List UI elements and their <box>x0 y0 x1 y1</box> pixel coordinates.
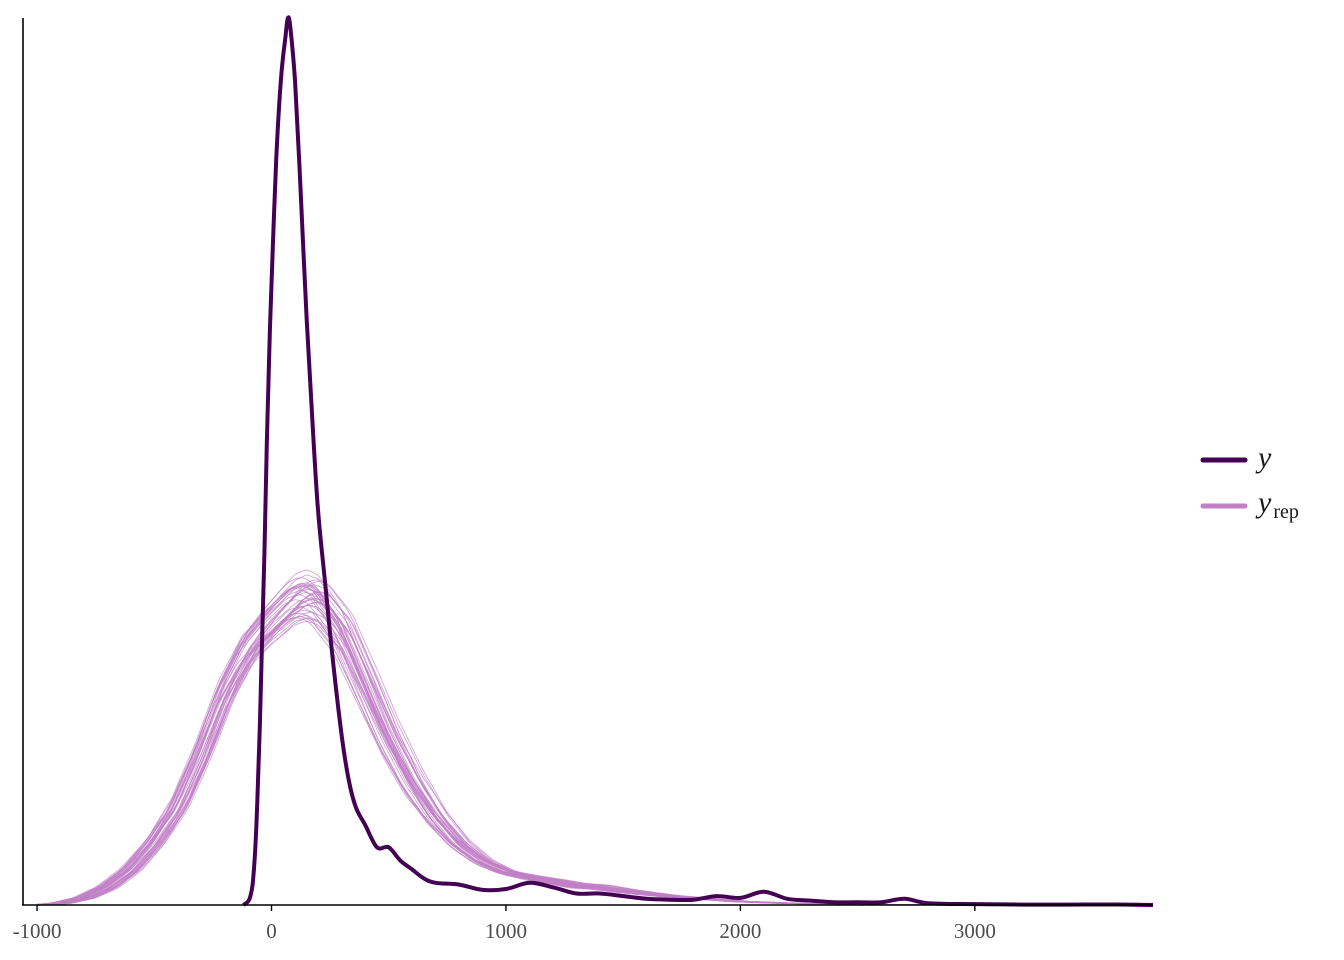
replicated-density-line <box>37 584 975 906</box>
replicated-density-line <box>37 577 975 906</box>
replicated-density-line <box>37 616 975 906</box>
replicated-density-line <box>37 581 975 906</box>
legend-label-y: y <box>1255 441 1272 474</box>
replicated-density-line <box>37 583 975 906</box>
replicated-density-line <box>37 605 975 906</box>
replicated-density-line <box>37 610 975 906</box>
replicated-density-lines <box>37 569 975 906</box>
replicated-density-line <box>37 591 975 906</box>
replicated-density-line <box>37 589 975 906</box>
legend: y y rep <box>1200 441 1299 523</box>
x-tick-label: 2000 <box>719 919 761 943</box>
replicated-density-line <box>37 612 975 906</box>
x-tick-label: -1000 <box>13 919 62 943</box>
replicated-density-line <box>37 594 975 906</box>
replicated-density-line <box>37 602 975 906</box>
x-tick-label: 0 <box>266 919 277 943</box>
replicated-density-line <box>37 601 975 906</box>
x-tick-label: 1000 <box>485 919 527 943</box>
replicated-density-line <box>37 584 975 906</box>
replicated-density-line <box>37 574 975 906</box>
replicated-density-line <box>37 604 975 906</box>
replicated-density-line <box>37 587 975 906</box>
replicated-density-line <box>37 592 975 906</box>
replicated-density-line <box>37 569 975 906</box>
replicated-density-line <box>37 611 975 906</box>
replicated-density-line <box>37 597 975 906</box>
replicated-density-line <box>37 599 975 906</box>
replicated-density-line <box>37 588 975 906</box>
replicated-density-line <box>37 614 975 906</box>
replicated-density-line <box>37 599 975 906</box>
replicated-density-line <box>37 582 975 906</box>
replicated-density-line <box>37 593 975 906</box>
replicated-density-line <box>37 598 975 906</box>
replicated-density-line <box>37 586 975 906</box>
replicated-density-line <box>37 579 975 906</box>
replicated-density-line <box>37 585 975 906</box>
observed-density-line <box>242 15 1154 907</box>
replicated-density-line <box>37 617 975 906</box>
replicated-density-line <box>37 617 975 906</box>
replicated-density-line <box>37 582 975 906</box>
replicated-density-line <box>37 620 975 906</box>
replicated-density-line <box>37 591 975 906</box>
replicated-density-line <box>37 584 975 906</box>
x-tick-label: 3000 <box>954 919 996 943</box>
observed-density-path <box>242 15 1154 907</box>
legend-label-yrep: y rep <box>1255 486 1299 523</box>
replicated-density-line <box>37 617 975 906</box>
replicated-density-line <box>37 598 975 906</box>
x-axis-ticks: -1000 0 1000 2000 3000 <box>13 905 996 943</box>
replicated-density-line <box>37 606 975 906</box>
